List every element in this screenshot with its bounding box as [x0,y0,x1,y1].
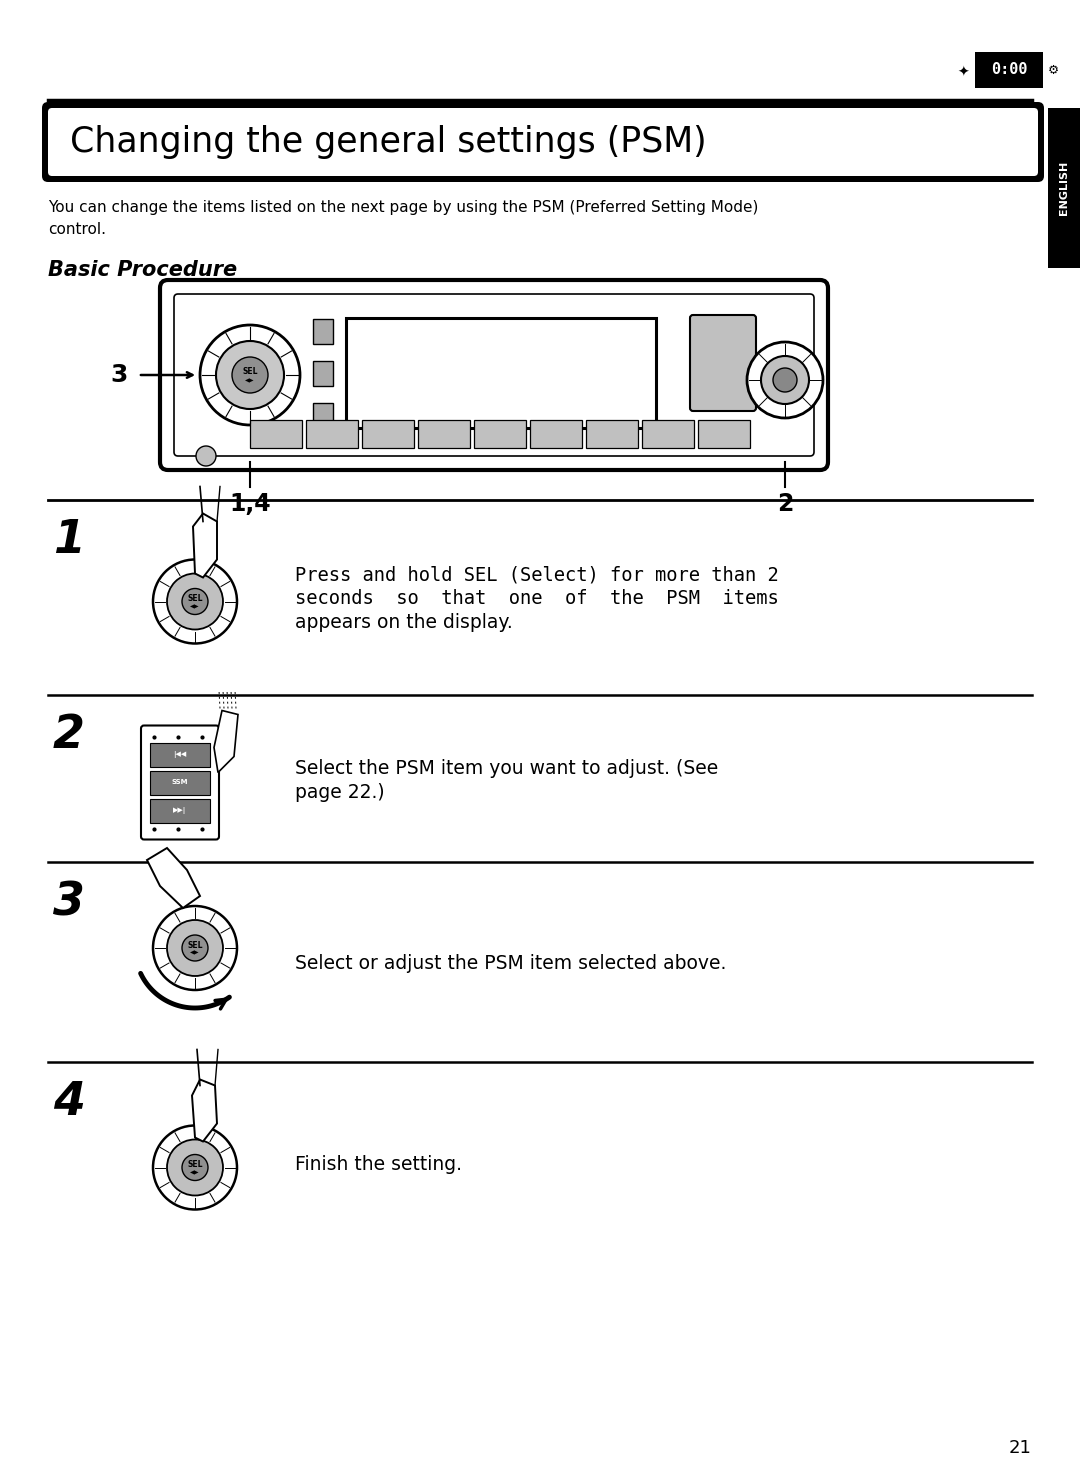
Text: page 22.): page 22.) [295,782,384,801]
Text: 21: 21 [1009,1439,1032,1457]
Bar [249,420,302,448]
Bar [313,319,333,344]
Bar [362,420,414,448]
Text: appears on the display.: appears on the display. [295,613,513,632]
FancyBboxPatch shape [690,315,756,411]
Text: Changing the general settings (PSM): Changing the general settings (PSM) [70,124,706,160]
Bar [313,362,333,386]
Text: SSM: SSM [172,779,188,786]
Polygon shape [193,514,217,577]
Circle shape [167,1139,222,1196]
Text: ✦: ✦ [957,66,969,81]
Text: 2: 2 [53,713,85,758]
Bar [698,420,750,448]
Polygon shape [214,710,238,773]
Text: |◀◀: |◀◀ [174,751,187,758]
Text: Basic Procedure: Basic Procedure [48,261,238,280]
Text: ENGLISH: ENGLISH [1059,161,1069,215]
Bar [150,742,210,767]
Circle shape [153,906,237,990]
Bar [474,420,526,448]
Text: SEL: SEL [187,940,203,950]
Text: ◀▶: ◀▶ [245,379,255,384]
Text: seconds  so  that  one  of  the  PSM  items: seconds so that one of the PSM items [295,590,779,609]
FancyBboxPatch shape [48,108,1038,176]
Text: Select or adjust the PSM item selected above.: Select or adjust the PSM item selected a… [295,955,727,974]
Bar [313,403,333,427]
Circle shape [773,367,797,392]
Circle shape [183,589,208,615]
Text: SEL: SEL [187,594,203,603]
Bar [150,770,210,795]
Bar [306,420,357,448]
Circle shape [183,935,208,960]
Text: 2: 2 [777,492,793,515]
Circle shape [195,447,216,466]
Bar [586,420,638,448]
Circle shape [153,559,237,644]
Bar [975,53,1043,88]
FancyBboxPatch shape [160,280,828,470]
Circle shape [747,343,823,419]
Circle shape [167,919,222,976]
Bar [150,798,210,823]
FancyBboxPatch shape [174,294,814,455]
Text: control.: control. [48,223,106,237]
Bar [418,420,470,448]
Text: 1,4: 1,4 [229,492,271,515]
Polygon shape [192,1079,217,1142]
Text: SEL: SEL [187,1159,203,1168]
Circle shape [167,574,222,630]
Bar [346,318,656,427]
Text: Finish the setting.: Finish the setting. [295,1155,462,1174]
Text: ◀▶: ◀▶ [190,1170,200,1176]
Circle shape [232,357,268,392]
Circle shape [216,341,284,408]
Circle shape [183,1155,208,1180]
Text: ▶▶|: ▶▶| [174,807,187,814]
Polygon shape [147,848,200,908]
Circle shape [153,1126,237,1209]
Bar [530,420,582,448]
Text: SEL: SEL [242,367,258,376]
Text: 3: 3 [110,363,129,386]
Circle shape [761,356,809,404]
FancyBboxPatch shape [141,726,219,839]
Text: ◀▶: ◀▶ [190,950,200,956]
Text: 0:00: 0:00 [990,63,1027,78]
Text: ⚙: ⚙ [1048,63,1058,76]
Text: ◀▶: ◀▶ [190,605,200,609]
Text: 4: 4 [53,1080,85,1124]
Text: 3: 3 [53,880,85,925]
Bar [1048,108,1080,268]
Text: Select the PSM item you want to adjust. (See: Select the PSM item you want to adjust. … [295,758,718,777]
Circle shape [200,325,300,425]
Text: 1: 1 [53,518,85,564]
Bar [642,420,694,448]
FancyBboxPatch shape [42,102,1044,182]
Text: Press and hold SEL (Select) for more than 2: Press and hold SEL (Select) for more tha… [295,565,779,584]
Text: You can change the items listed on the next page by using the PSM (Preferred Set: You can change the items listed on the n… [48,201,758,215]
